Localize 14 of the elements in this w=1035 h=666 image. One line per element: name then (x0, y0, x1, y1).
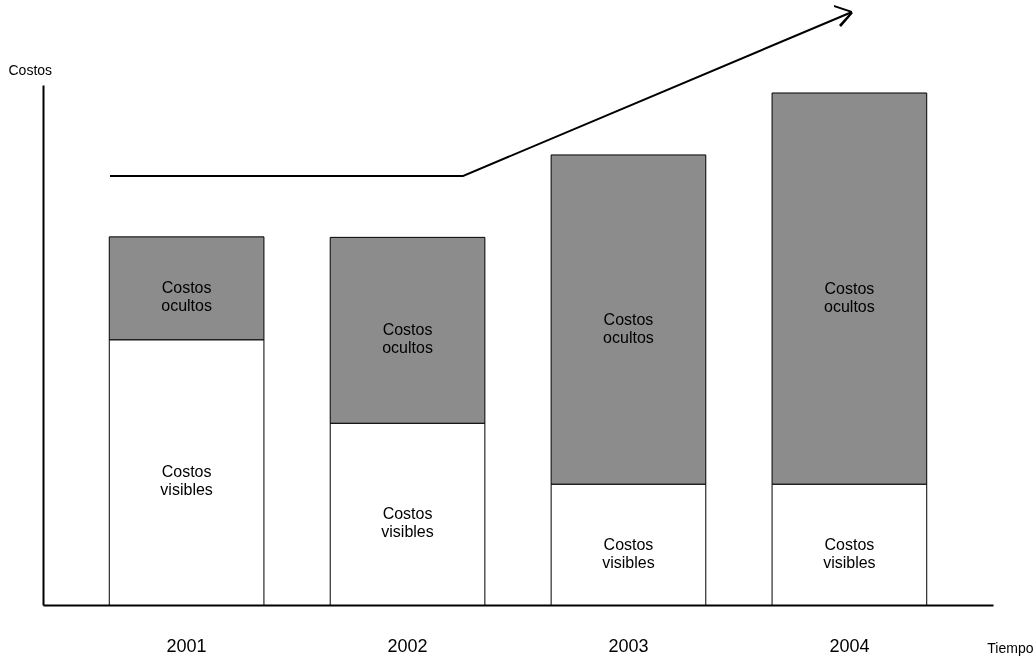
x-axis-title: Tiempo (987, 639, 1034, 656)
text: Costos ocultos (603, 310, 654, 346)
x-tick-label: 2004 (829, 635, 870, 656)
text: Costos ocultos (382, 321, 433, 357)
text: Costos visibles (381, 505, 434, 541)
series-label: Costos visibles (602, 535, 655, 571)
x-tick-label: 2001 (166, 635, 207, 656)
text: Costos visibles (160, 463, 213, 499)
x-tick-label: 2002 (387, 635, 428, 656)
y-axis-title: Costos (8, 61, 53, 78)
x-tick-label: 2003 (608, 635, 649, 656)
text: Costos ocultos (824, 279, 875, 315)
series-label: Costos ocultos (161, 279, 212, 315)
text: Costos visibles (823, 535, 876, 571)
